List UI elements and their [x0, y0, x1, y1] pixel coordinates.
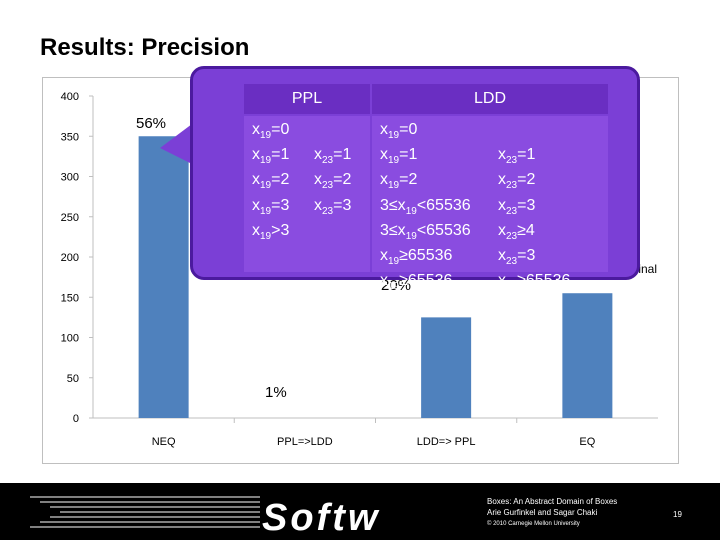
constraint-x23: x23=1	[314, 146, 352, 167]
callout-ldd-constraints: x19=0 x19=1 x23=1 x19=2 x23=2 3≤x19<65536 x23=…	[372, 116, 608, 292]
constraint-row: x19=0	[244, 120, 370, 145]
y-tick-label: 150	[61, 292, 79, 304]
constraint-x23: x23=1	[498, 146, 536, 167]
constraint-row: x19=2 x23=2	[372, 170, 608, 195]
percent-label-neq: 56%	[136, 115, 167, 132]
bar-chart: 0 50 100 150 200 250 300 350 400 NEQ PPL=>LDD LDD=>…	[61, 91, 658, 448]
constraint-row: 3≤x19<65536 x23≥4	[372, 221, 608, 246]
x-category-label: EQ	[579, 436, 595, 448]
constraint-row: x19≥65536 x23=3	[372, 246, 608, 271]
constraint-x23: x23=2	[314, 171, 352, 192]
callout-table: PPL LDD x19=0 x19=1 x23=1 x19=2 x23=2 x19=3 x2…	[244, 84, 608, 292]
constraint-x19: x19=0	[252, 121, 290, 142]
constraint-x19: x19>3	[252, 221, 290, 242]
constraint-x19: x19=1	[252, 146, 290, 167]
footer-text: Boxes: An Abstract Domain of Boxes Arie …	[487, 496, 617, 518]
y-tick-label: 350	[61, 131, 79, 143]
callout-header-ppl: PPL	[244, 84, 370, 114]
constraint-x23: x23=3	[314, 196, 352, 217]
bar-neq	[138, 136, 189, 418]
constraint-row: x19=1 x23=1	[372, 145, 608, 170]
constraint-x19: x19=2	[252, 171, 290, 192]
constraint-x19: x19=3	[252, 196, 290, 217]
constraint-x19: x19=2	[380, 171, 418, 192]
constraint-x19: x19=0	[380, 121, 418, 142]
constraint-row: x19=3 x23=3	[244, 196, 370, 221]
constraint-row: 3≤x19<65536 x23=3	[372, 196, 608, 221]
footer-line2: Arie Gurfinkel and Sagar Chaki	[487, 508, 598, 517]
bar-ldd-ppl	[421, 317, 472, 418]
x-category-label: LDD=> PPL	[417, 436, 476, 448]
constraint-x19: 3≤x19<65536	[380, 196, 471, 217]
callout-header-ldd: LDD	[372, 84, 608, 114]
footer-line1: Boxes: An Abstract Domain of Boxes	[487, 497, 618, 506]
constraint-x19: x19≥65536	[380, 272, 453, 293]
constraint-row: x19=2 x23=2	[244, 170, 370, 195]
percent-label-ldd-ppl: 20%	[381, 277, 412, 294]
constraint-x23: x23=3	[498, 246, 536, 268]
percent-label-ppl-ldd: 1%	[265, 384, 287, 401]
constraint-x23: x23=2	[498, 171, 536, 192]
page-number: 19	[673, 510, 682, 519]
callout-ppl-constraints: x19=0 x19=1 x23=1 x19=2 x23=2 x19=3 x23=3 x19>3	[244, 116, 370, 272]
constraint-row: x19=1 x23=1	[244, 145, 370, 170]
footer-decoration	[30, 496, 260, 528]
y-tick-label: 0	[73, 413, 79, 425]
y-tick-label: 250	[61, 212, 79, 224]
constraint-x23: x23≥4	[498, 221, 535, 242]
y-tick-label: 50	[67, 373, 79, 385]
footer-copyright: © 2010 Carnegie Mellon University	[487, 521, 580, 527]
constraint-row: x19>3	[244, 221, 370, 246]
x-category-label: PPL=>LDD	[277, 436, 333, 448]
constraint-x19: 3≤x19<65536	[380, 221, 471, 242]
slide-title: Results: Precision	[40, 34, 250, 61]
y-tick-label: 300	[61, 172, 79, 184]
y-tick-label: 400	[61, 91, 79, 103]
constraint-x19: x19≥65536	[380, 246, 453, 268]
y-tick-label: 100	[61, 333, 79, 345]
constraint-x23: x23=3	[498, 196, 536, 217]
x-category-label: NEQ	[152, 436, 176, 448]
constraint-row: x19=0	[372, 120, 608, 145]
constraint-row: x19≥65536 x23≥65536	[372, 271, 608, 296]
footer-logo: Softw	[262, 497, 381, 539]
constraint-x23: x23≥65536	[498, 272, 571, 293]
constraint-x19: x19=1	[380, 146, 418, 167]
y-tick-label: 200	[61, 252, 79, 264]
bar-eq	[562, 293, 613, 418]
